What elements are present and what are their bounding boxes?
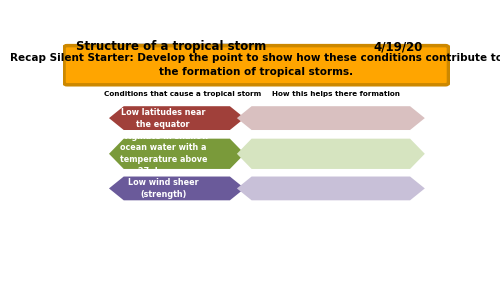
Text: Conditions that cause a tropical storm: Conditions that cause a tropical storm xyxy=(104,91,261,97)
PathPatch shape xyxy=(237,139,425,169)
Text: 4/19/20: 4/19/20 xyxy=(374,40,423,53)
Text: How this helps there formation: How this helps there formation xyxy=(272,91,400,97)
Text: Originate in shallow
ocean water with a
temperature above
27 degrees: Originate in shallow ocean water with a … xyxy=(118,132,208,176)
Text: Low latitudes near
the equator: Low latitudes near the equator xyxy=(121,108,206,128)
PathPatch shape xyxy=(237,176,425,200)
PathPatch shape xyxy=(109,139,244,169)
Text: Low wind sheer
(strength): Low wind sheer (strength) xyxy=(128,178,198,199)
PathPatch shape xyxy=(109,176,244,200)
Text: Recap Silent Starter: Develop the point to show how these conditions contribute : Recap Silent Starter: Develop the point … xyxy=(10,53,500,77)
PathPatch shape xyxy=(237,106,425,130)
FancyBboxPatch shape xyxy=(64,46,448,85)
PathPatch shape xyxy=(109,106,244,130)
Text: Structure of a tropical storm: Structure of a tropical storm xyxy=(76,40,266,53)
